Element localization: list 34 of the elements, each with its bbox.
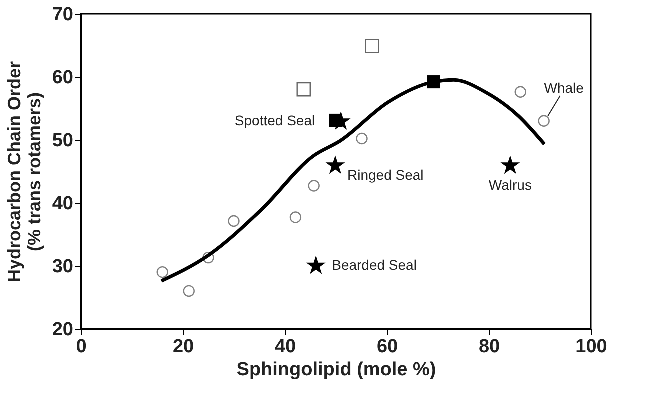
y-tick-label: 60 (52, 68, 74, 88)
point (326, 156, 346, 174)
x-tick-label: 60 (376, 336, 398, 358)
point (202, 252, 214, 264)
x-tick-label: 40 (274, 336, 296, 358)
x-tick-label: 100 (576, 336, 608, 358)
point (306, 256, 326, 274)
point (183, 285, 195, 298)
point (356, 132, 368, 145)
point (156, 266, 168, 278)
y-tick-label: 30 (52, 256, 74, 278)
y-axis-title: Hydrocarbon Chain Order (% trans rotamers) (4, 61, 44, 283)
annotation: Bearded Seal (332, 257, 417, 273)
point (500, 156, 520, 174)
point (308, 180, 320, 192)
point (296, 82, 311, 97)
y-tick-label: 70 (52, 4, 74, 26)
x-tick-label: 20 (172, 336, 194, 358)
y-tick-label: 20 (52, 320, 74, 340)
point (228, 215, 240, 228)
point (538, 115, 550, 127)
x-tick-label: 80 (478, 336, 500, 358)
point (290, 212, 302, 224)
point (427, 76, 440, 89)
annotation: Whale (544, 80, 584, 96)
annotation: Walrus (488, 176, 532, 193)
x-tick-label: 0 (76, 336, 87, 358)
point (365, 39, 380, 54)
annotation: Spotted Seal (234, 112, 316, 129)
y-tick-label: 40 (52, 194, 74, 214)
point (514, 86, 526, 98)
y-tick-label: 50 (52, 130, 74, 152)
x-axis-title: Sphingolipid (mole %) (236, 360, 436, 380)
annotation: Ringed Seal (347, 166, 424, 183)
